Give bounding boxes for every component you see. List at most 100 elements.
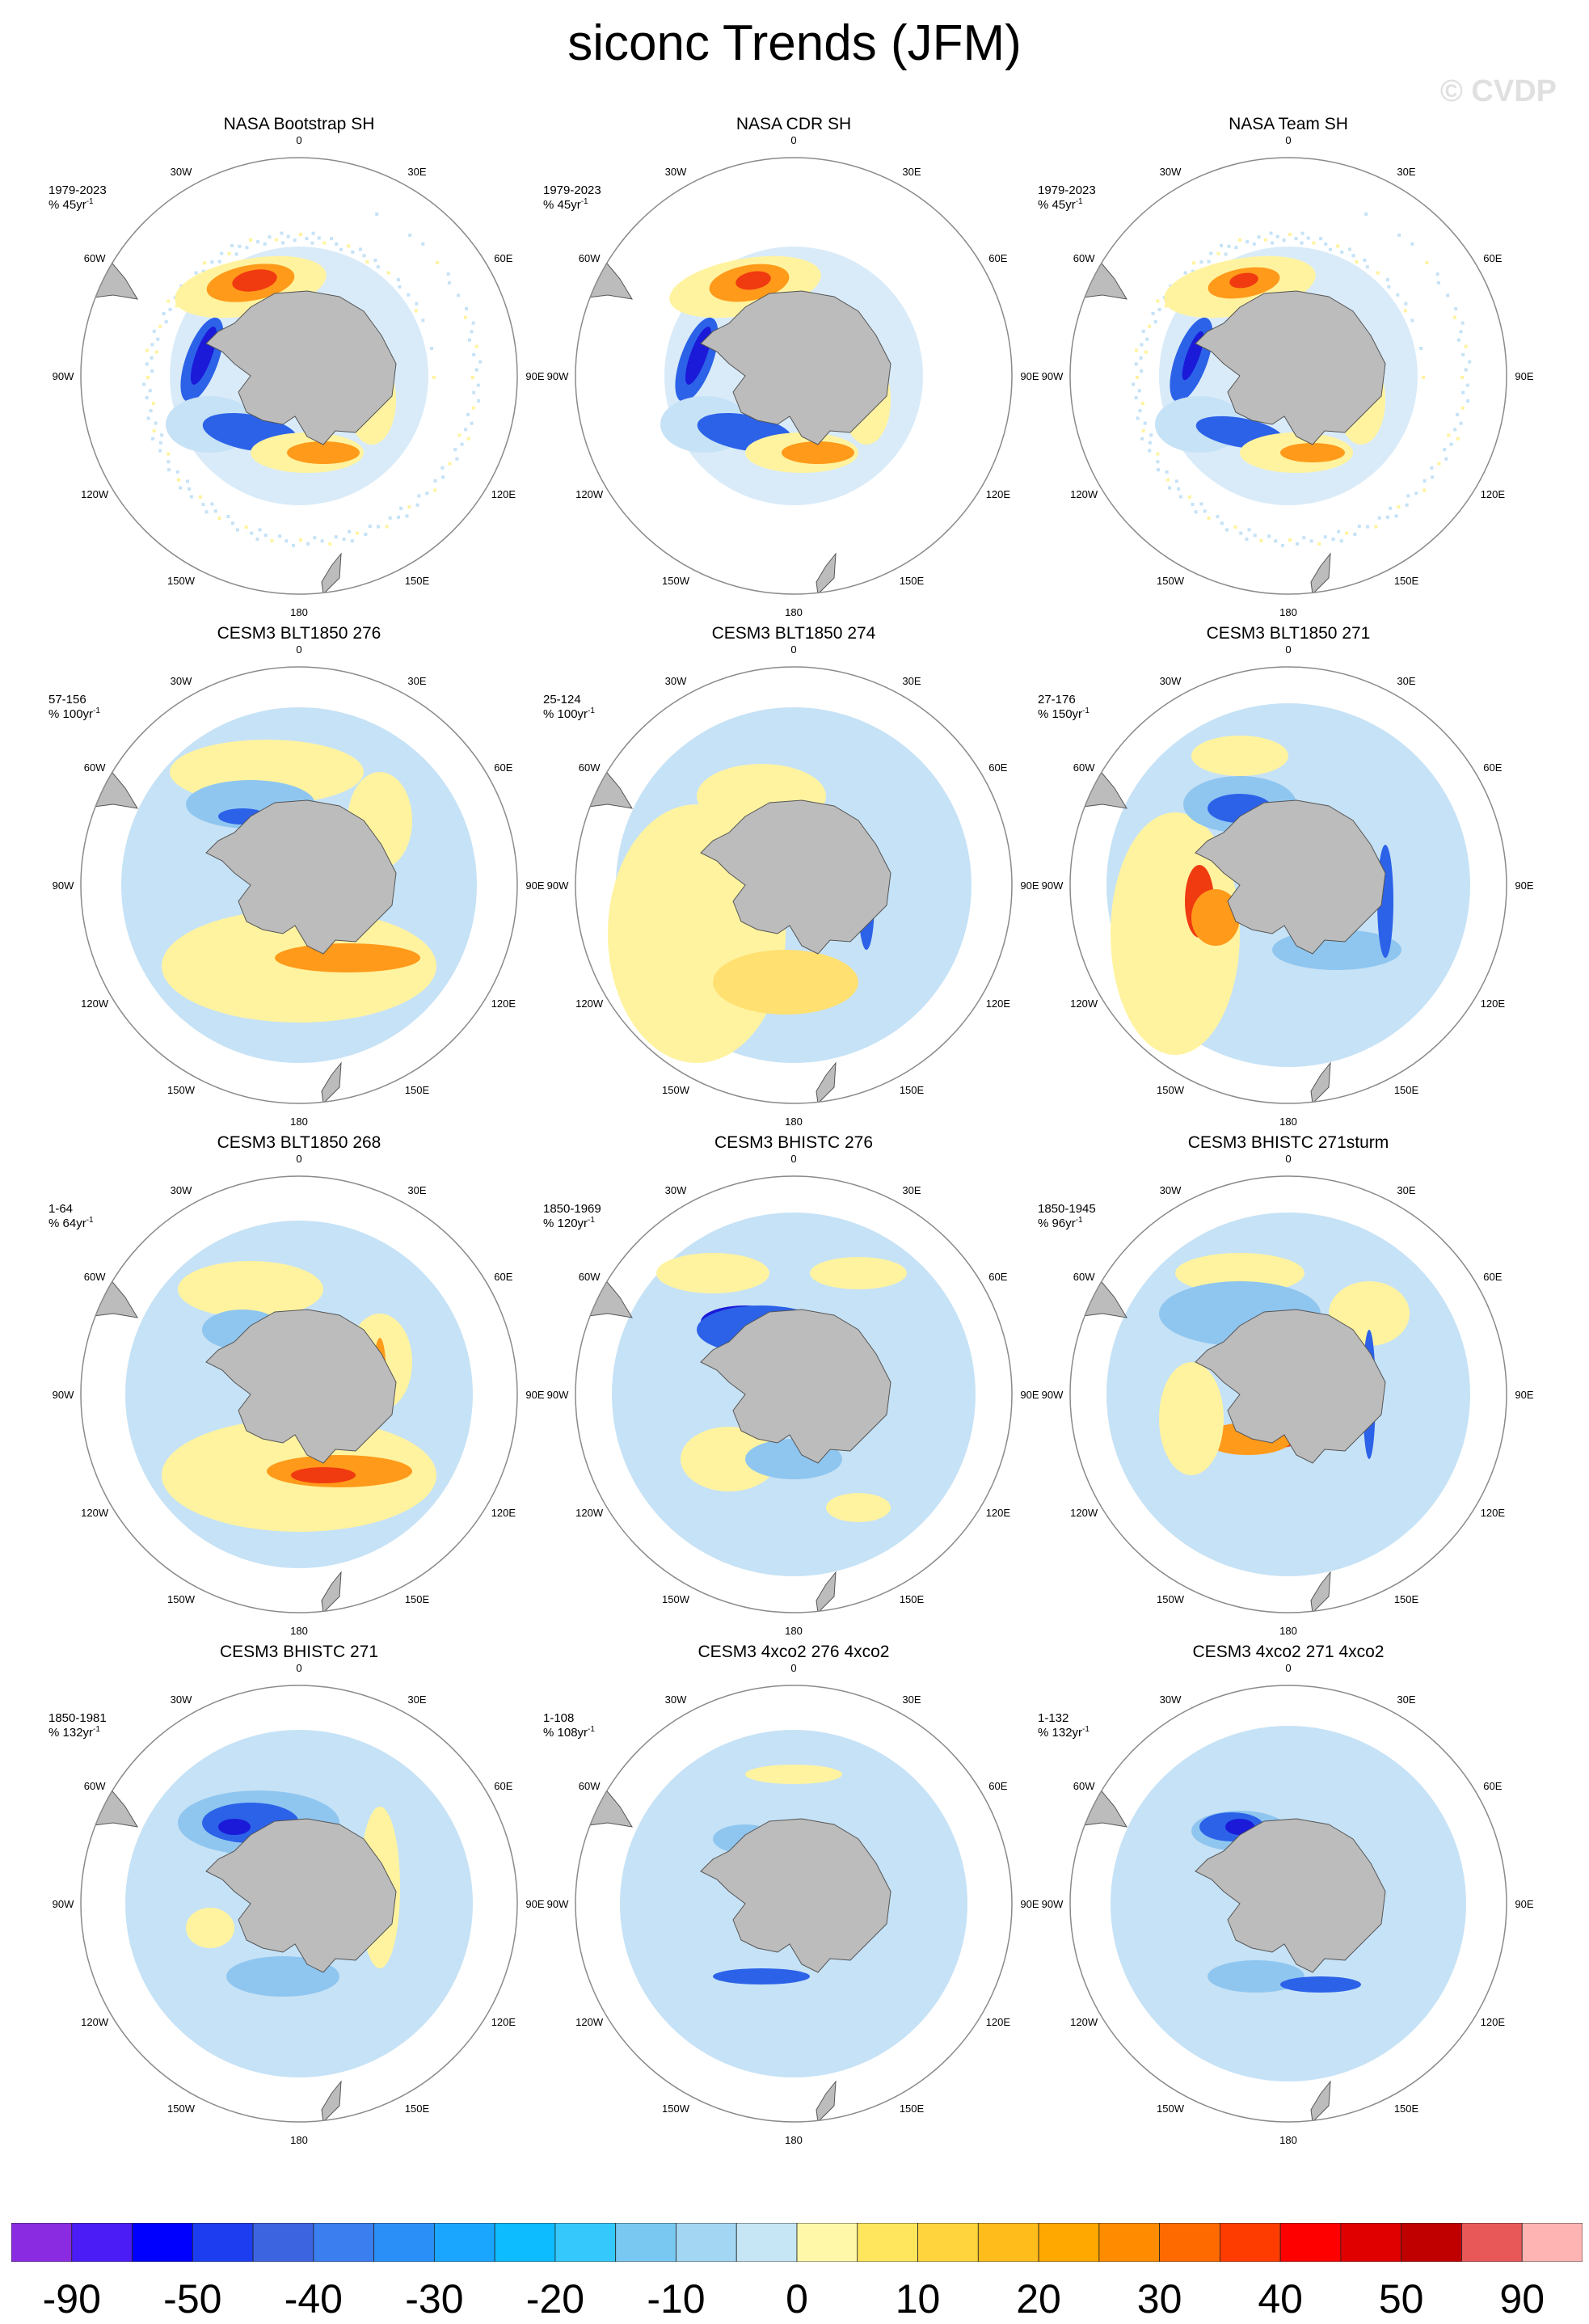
period-label: 57-156 [48, 693, 86, 706]
trend-pixel [154, 421, 158, 425]
trend-pixel [440, 466, 445, 470]
trend-pixel [398, 285, 402, 289]
trend-pixel [322, 241, 327, 245]
trend-pixel [399, 506, 403, 510]
trend-pixel [1134, 396, 1138, 400]
trend-pixel [1454, 307, 1458, 311]
longitude-label: 120E [491, 1507, 516, 1519]
colorbar-tick-label: 40 [1258, 2276, 1303, 2322]
trend-pixel [396, 278, 400, 282]
longitude-label: 90W [53, 1898, 74, 1910]
trend-pixel [280, 231, 284, 235]
trend-pixel [1396, 293, 1400, 297]
trend-pixel [1444, 457, 1448, 461]
trend-pixel [285, 539, 289, 543]
trend-pixel [235, 528, 239, 532]
longitude-label: 90W [1042, 879, 1064, 892]
antarctica-landmass [700, 799, 891, 955]
trend-pixel [446, 272, 450, 276]
trend-pixel [145, 362, 149, 366]
longitude-label: 180 [1279, 1116, 1297, 1128]
trend-pixel [175, 304, 179, 308]
trend-region [186, 1908, 234, 1948]
longitude-label: 150W [662, 575, 690, 587]
longitude-label: 30E [1397, 675, 1415, 687]
colorbar-swatch [1340, 2223, 1402, 2262]
longitude-label: 30E [902, 1693, 921, 1706]
trend-region [1280, 1976, 1361, 1993]
map-panel: 0 30E 60E 90E 120E 150E 180 150W 120W 90W 60W 30W 27… [1038, 622, 1539, 1140]
longitude-label: 90E [525, 1898, 544, 1910]
longitude-label: 60W [579, 1780, 601, 1792]
colorbar-tick-label: 0 [786, 2276, 808, 2322]
new-zealand-landmass [321, 2080, 342, 2122]
trend-pixel [1137, 389, 1141, 393]
longitude-label: 150E [405, 1593, 430, 1605]
panel-title: CESM3 BLT1850 271 [1206, 624, 1371, 643]
trend-pixel [350, 539, 354, 543]
colorbar-tick-label: 30 [1136, 2276, 1182, 2322]
trend-pixel [1406, 494, 1410, 498]
longitude-label: 120W [81, 1507, 109, 1519]
trend-pixel [414, 309, 418, 313]
colorbar-swatch [1038, 2223, 1100, 2262]
trend-pixel [1141, 429, 1145, 433]
longitude-label: 60E [988, 1780, 1007, 1792]
trend-pixel [1165, 470, 1169, 474]
trend-pixel [1347, 247, 1351, 251]
units-superscript: -1 [86, 197, 94, 206]
trend-pixel [1267, 534, 1271, 538]
trend-pixel [210, 260, 214, 264]
trend-pixel [351, 250, 355, 254]
trend-pixel [1156, 468, 1160, 472]
longitude-label: 30W [171, 675, 192, 687]
trend-pixel [1136, 416, 1140, 420]
trend-region [713, 1968, 810, 1984]
trend-pixel [1405, 503, 1409, 507]
units-label: % 132yr-1 [48, 1725, 100, 1740]
colorbar-tick-label: -30 [405, 2276, 464, 2322]
longitude-label: 90W [1042, 1389, 1064, 1401]
colorbar-swatch [373, 2223, 435, 2262]
trend-pixel [160, 433, 164, 437]
longitude-label: 180 [290, 1625, 308, 1637]
longitude-label: 120W [1070, 488, 1098, 500]
trend-pixel [1271, 241, 1275, 245]
longitude-label: 60W [579, 1271, 601, 1283]
trend-pixel [203, 261, 207, 265]
trend-pixel [317, 236, 321, 240]
trend-pixel [168, 307, 172, 311]
trend-pixel [1252, 242, 1256, 246]
trend-pixel [1274, 539, 1278, 543]
units-label: % 132yr-1 [1038, 1725, 1090, 1740]
colorbar-swatch [1098, 2223, 1161, 2262]
colorbar-tick-label: -20 [525, 2276, 585, 2322]
trend-pixel [1410, 242, 1414, 246]
trend-pixel [1157, 307, 1161, 311]
longitude-label: 30E [407, 1693, 426, 1706]
trend-pixel [385, 525, 389, 529]
antarctica-landmass [700, 1309, 891, 1464]
trend-region [656, 1253, 769, 1293]
longitude-label: 60E [494, 252, 512, 264]
trend-pixel [1144, 350, 1148, 354]
longitude-label: 120W [575, 488, 604, 500]
colorbar-swatch [313, 2223, 375, 2262]
antarctica-landmass [1195, 1818, 1386, 1973]
trend-pixel [1300, 241, 1304, 245]
trend-pixel [447, 280, 451, 285]
longitude-label: 0 [296, 1153, 301, 1165]
trend-pixel [467, 338, 471, 342]
map-panel: 0 30E 60E 90E 120E 150E 180 150W 120W 90W 60W 30W 1-… [1038, 1641, 1539, 2158]
longitude-label: 90E [1515, 1389, 1533, 1401]
trend-pixel [466, 412, 470, 416]
map-panel: 0 30E 60E 90E 120E 150E 180 150W 120W 90W 60W 30W 19… [1038, 113, 1539, 631]
colorbar-swatch [1159, 2223, 1220, 2262]
trend-pixel [1465, 383, 1469, 387]
longitude-label: 30W [665, 166, 687, 178]
colorbar-swatch [132, 2223, 193, 2262]
trend-pixel [421, 242, 425, 246]
longitude-label: 150E [405, 2103, 430, 2115]
trend-pixel [281, 241, 285, 245]
longitude-label: 150W [167, 2103, 196, 2115]
